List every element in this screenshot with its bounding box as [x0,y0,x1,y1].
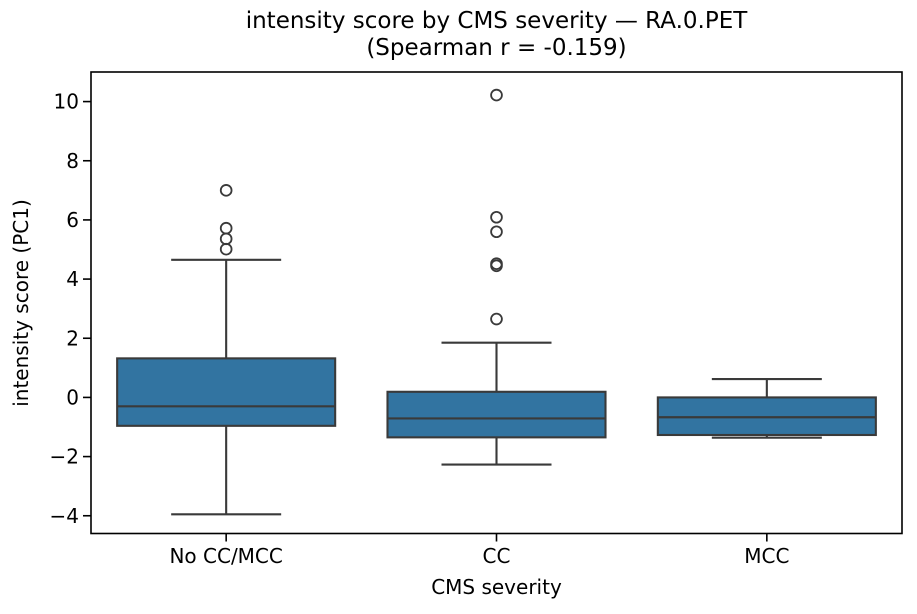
outlier-point [219,242,233,256]
boxplot-box [386,390,607,439]
y-tick-label: −4 [50,504,79,528]
x-tick-label: No CC/MCC [169,544,282,568]
y-tick-label: 10 [54,90,79,114]
boxplot-box [116,357,337,427]
x-tick-label: CC [483,544,511,568]
x-tick-label: MCC [744,544,789,568]
y-tick-label: −2 [50,445,79,469]
outlier-point [490,210,503,224]
outlier-point [490,88,503,102]
chart-title: intensity score by CMS severity — RA.0.P… [91,8,902,61]
y-tick-label: 6 [66,208,79,232]
outlier-point [490,257,503,271]
x-axis-label: CMS severity [431,575,562,599]
y-tick-label: 0 [66,385,79,409]
y-tick-label: 2 [66,326,79,350]
chart-title-line2: (Spearman r = -0.159) [366,34,627,61]
outlier-point [490,225,503,239]
outlier-point [219,232,233,246]
outlier-point [490,312,503,326]
y-axis-label: intensity score (PC1) [9,199,33,407]
outlier-point [219,221,233,235]
outlier-point [219,184,233,197]
chart-title-line1: intensity score by CMS severity — RA.0.P… [245,8,748,34]
y-tick-label: 4 [66,267,79,291]
y-tick-label: 8 [66,149,79,173]
